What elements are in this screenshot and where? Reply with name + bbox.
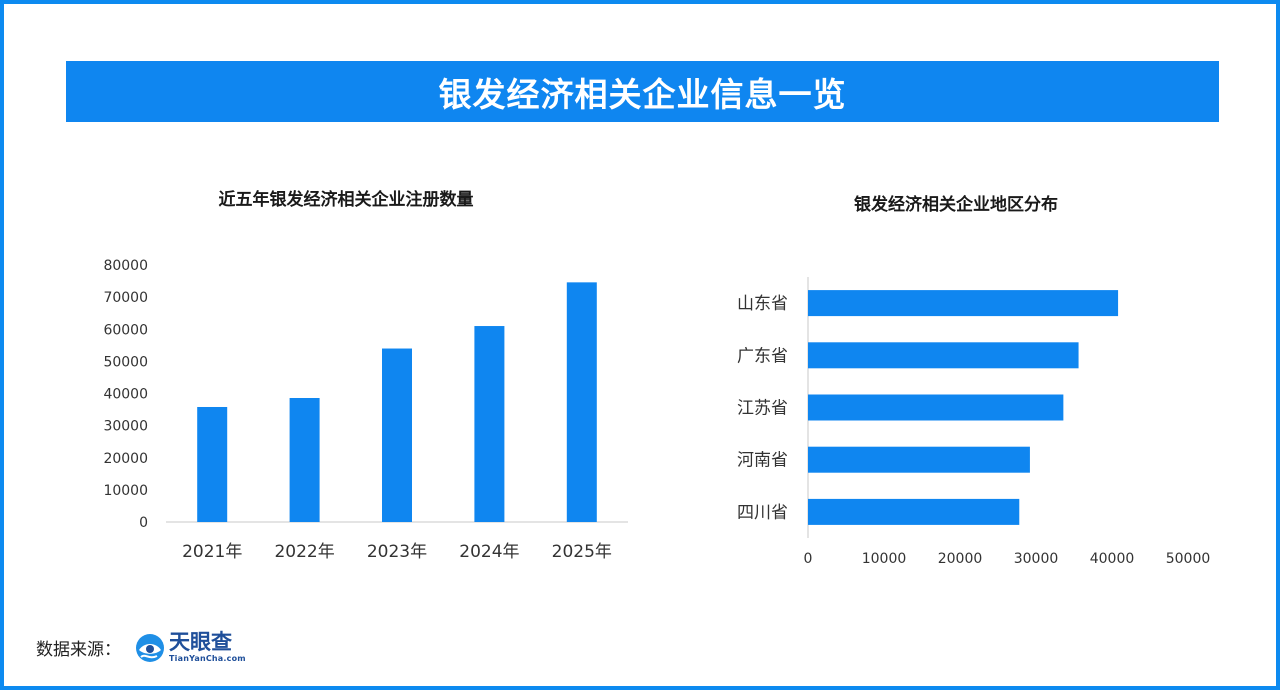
bar <box>197 406 228 522</box>
bar <box>474 326 505 522</box>
y-tick-label: 30000 <box>103 419 148 435</box>
y-tick-label: 山东省 <box>737 294 788 314</box>
x-tick-label: 2022年 <box>274 542 334 562</box>
x-tick-label: 2023年 <box>367 542 427 562</box>
tianyancha-eye-icon <box>136 633 164 662</box>
logo-name: 天眼查 <box>169 630 232 654</box>
x-tick-label: 30000 <box>1014 551 1059 567</box>
x-tick-label: 0 <box>804 551 813 567</box>
bar <box>382 348 412 522</box>
tianyancha-logo: 天眼查 TianYanCha.com <box>135 632 246 663</box>
bar <box>808 446 1030 473</box>
y-tick-label: 40000 <box>103 387 148 403</box>
bar <box>289 397 320 522</box>
page-title: 银发经济相关企业信息一览 <box>438 74 847 114</box>
y-tick-label: 80000 <box>103 258 148 274</box>
bar <box>808 394 1064 421</box>
x-tick-label: 40000 <box>1090 551 1135 567</box>
bar <box>808 342 1079 369</box>
bar-chart-title: 近五年银发经济相关企业注册数量 <box>218 190 474 210</box>
x-tick-label: 2025年 <box>552 542 612 562</box>
y-tick-label: 广东省 <box>737 346 788 366</box>
logo-url: TianYanCha.com <box>169 654 246 663</box>
data-source: 数据来源： 天眼查 TianYanCha.com <box>36 632 246 663</box>
x-tick-label: 10000 <box>862 551 907 567</box>
title-banner: 银发经济相关企业信息一览 <box>66 61 1219 122</box>
hbar-chart-title: 银发经济相关企业地区分布 <box>854 195 1058 215</box>
y-tick-label: 0 <box>139 515 148 531</box>
y-tick-label: 四川省 <box>737 503 788 523</box>
y-tick-label: 河南省 <box>737 451 788 471</box>
y-tick-label: 10000 <box>103 483 148 499</box>
y-tick-label: 50000 <box>103 354 148 370</box>
y-tick-label: 江苏省 <box>737 399 788 419</box>
x-tick-label: 50000 <box>1166 551 1211 567</box>
y-tick-label: 20000 <box>103 451 148 467</box>
y-tick-label: 60000 <box>103 322 148 338</box>
x-tick-label: 2021年 <box>182 542 242 562</box>
x-tick-label: 2024年 <box>459 542 519 562</box>
source-label: 数据来源： <box>36 640 121 660</box>
y-tick-label: 70000 <box>103 290 148 306</box>
bar <box>566 282 597 522</box>
x-tick-label: 20000 <box>938 551 983 567</box>
bar <box>808 290 1119 317</box>
bar <box>808 498 1020 525</box>
